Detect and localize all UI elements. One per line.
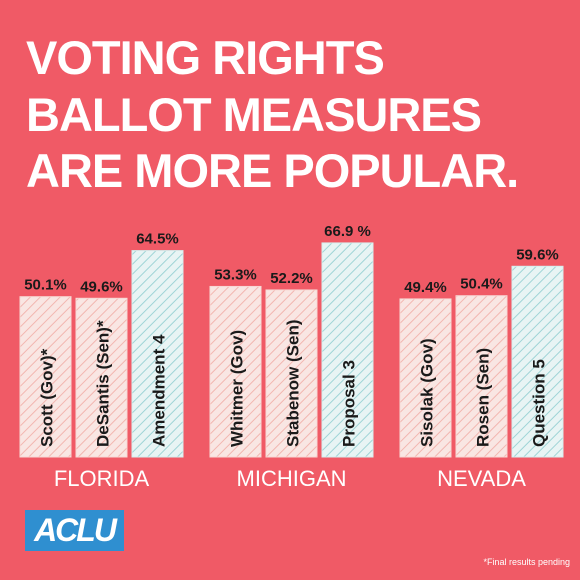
footnote: *Final results pending — [483, 557, 570, 567]
state-label: MICHIGAN — [237, 466, 347, 491]
bar-value-label: 49.4% — [404, 279, 447, 296]
bar-category-label: Rosen (Sen) — [474, 348, 493, 447]
bar — [399, 298, 452, 458]
state-label: NEVADA — [437, 466, 526, 491]
bar-category-label: Proposal 3 — [340, 360, 359, 447]
bar — [19, 296, 72, 458]
bar-value-label: 50.4% — [460, 276, 503, 293]
title-line-2: BALLOT MEASURES — [26, 88, 482, 141]
bar-category-label: Sisolak (Gov) — [418, 338, 437, 447]
bar — [131, 250, 184, 458]
bar-category-label: Amendment 4 — [150, 334, 169, 447]
bar-value-label: 49.6% — [80, 278, 123, 295]
bar-value-label: 66.9 % — [324, 223, 371, 240]
bar-category-label: DeSantis (Sen)* — [94, 320, 113, 447]
bar-value-label: 52.2% — [270, 270, 313, 287]
state-label: FLORIDA — [54, 466, 150, 491]
bar — [511, 265, 564, 458]
bar — [265, 289, 318, 458]
bar — [455, 295, 508, 458]
title-line-1: VOTING RIGHTS — [26, 31, 385, 84]
bar — [75, 297, 128, 458]
bar — [209, 285, 262, 458]
bar-value-label: 50.1% — [24, 277, 67, 294]
aclu-logo-text: ACLU — [34, 512, 117, 548]
bar-category-label: Whitmer (Gov) — [228, 330, 247, 447]
bar-value-label: 53.3% — [214, 266, 257, 283]
bar-value-label: 59.6% — [516, 246, 559, 263]
bar-category-label: Scott (Gov)* — [38, 348, 57, 447]
bar — [321, 242, 374, 458]
title-line-3: ARE MORE POPULAR. — [26, 144, 519, 197]
aclu-logo: ACLU — [25, 510, 124, 551]
bar-category-label: Question 5 — [530, 359, 549, 447]
bar-value-label: 64.5% — [136, 231, 179, 248]
bar-category-label: Stabenow (Sen) — [284, 319, 303, 447]
